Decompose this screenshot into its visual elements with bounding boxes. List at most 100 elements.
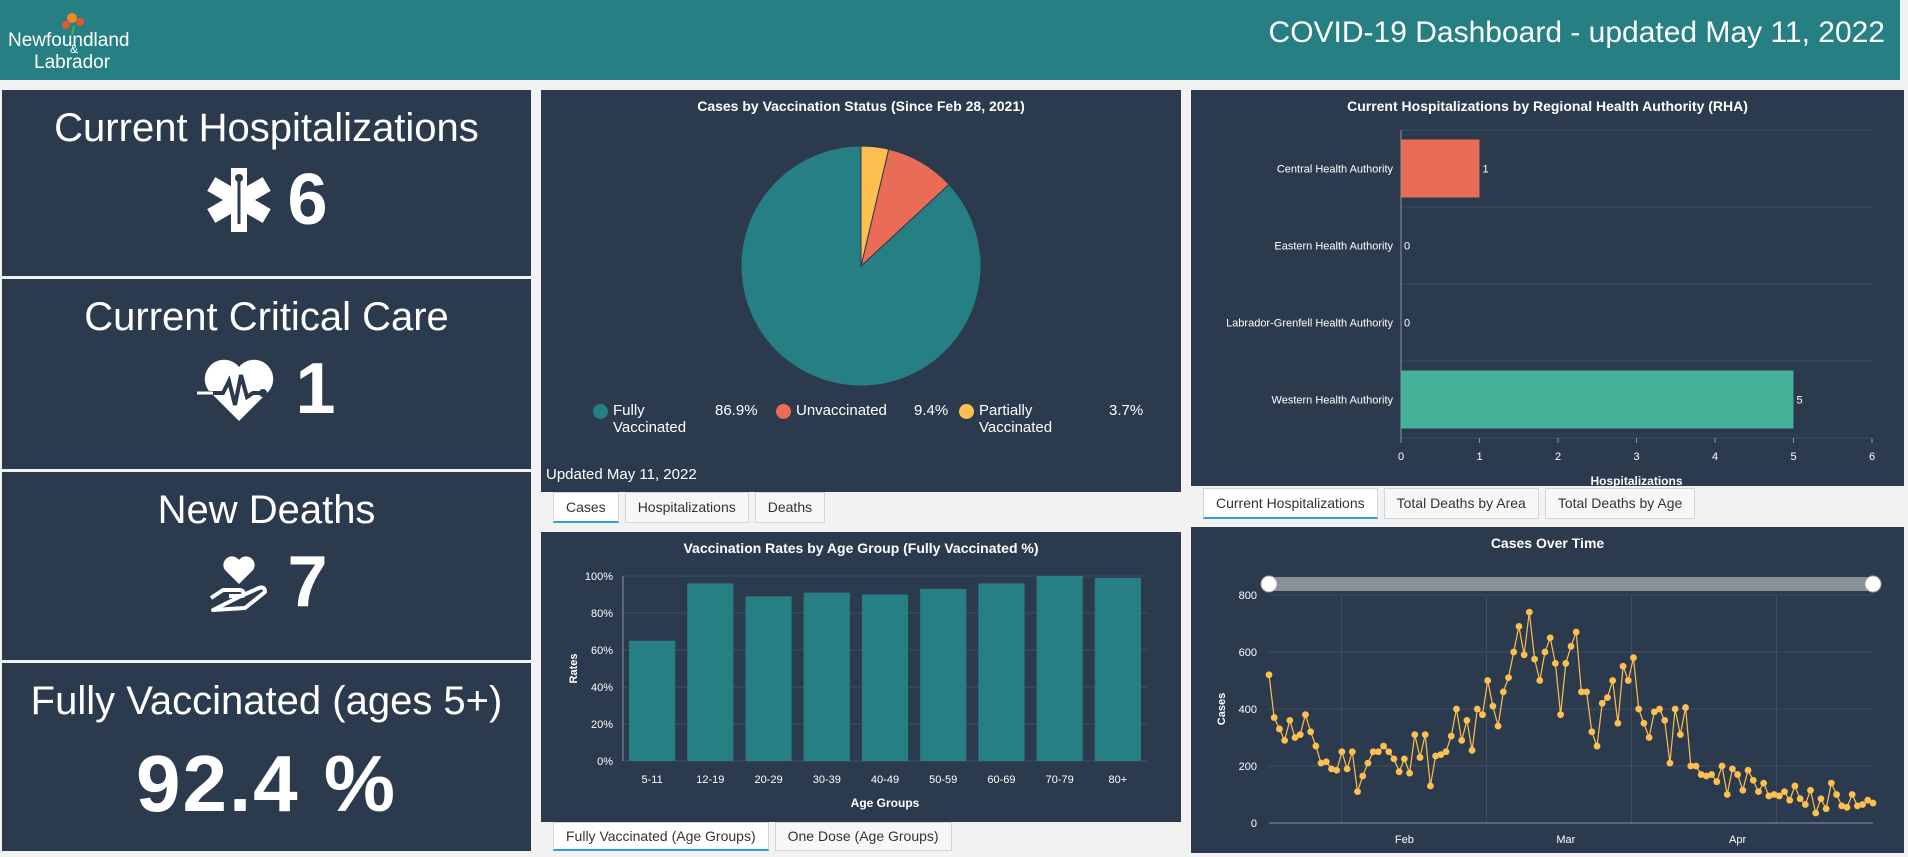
data-point xyxy=(1822,805,1830,813)
data-point xyxy=(1296,731,1304,739)
data-point xyxy=(1791,782,1799,790)
data-point xyxy=(1807,786,1814,794)
rha-bar-chart: 0 1 2 3 4 5 6 Central Health Authority 1 Eastern … xyxy=(1226,129,1875,486)
cases-line-chart: 0200400600800FebMarAprDateCases xyxy=(1216,575,1882,846)
data-point xyxy=(1645,734,1653,741)
tab-total-deaths-by-age[interactable]: Total Deaths by Age xyxy=(1544,488,1696,519)
data-point xyxy=(1354,788,1361,796)
data-point xyxy=(1687,762,1695,770)
data-point xyxy=(1499,688,1507,696)
data-point xyxy=(1484,677,1492,684)
data-point xyxy=(1536,677,1544,684)
tab-total-deaths-by-area[interactable]: Total Deaths by Area xyxy=(1383,488,1539,519)
data-point xyxy=(1630,654,1637,662)
cases-over-time-panel: Cases Over Time 0200400600800FebMarAprDa… xyxy=(1191,527,1904,853)
data-point xyxy=(1531,655,1538,663)
data-point xyxy=(1520,651,1528,659)
range-slider-track xyxy=(1269,577,1873,591)
legend-pct: 86.9% xyxy=(715,402,758,419)
data-point xyxy=(1421,731,1429,739)
data-point xyxy=(1734,771,1742,778)
range-slider-handle-right xyxy=(1864,575,1882,593)
data-point xyxy=(1692,762,1700,770)
logo-amp: & xyxy=(70,42,78,56)
tab-deaths[interactable]: Deaths xyxy=(754,492,826,523)
y-tick-label: 200 xyxy=(1239,761,1257,773)
range-slider-handle-left xyxy=(1260,575,1278,593)
x-tick-label: 5 xyxy=(1790,451,1796,463)
y-tick-label: 40% xyxy=(591,682,613,694)
legend-label: Unvaccinated xyxy=(796,402,887,419)
data-point xyxy=(1463,717,1471,724)
data-point xyxy=(1567,642,1575,650)
rha-chart-title: Current Hospitalizations by Regional Hea… xyxy=(1347,98,1748,114)
data-point xyxy=(1447,732,1455,740)
fully-vaccinated-label: Fully Vaccinated (ages 5+) xyxy=(30,679,503,723)
data-point xyxy=(1661,717,1669,724)
data-point xyxy=(1588,728,1596,736)
data-point xyxy=(1671,705,1679,713)
data-point xyxy=(1442,748,1450,756)
legend-item-unvaccinated[interactable]: Unvaccinated 9.4% xyxy=(776,402,959,436)
hand-heart-icon xyxy=(210,556,268,612)
data-point xyxy=(1510,648,1518,656)
time-chart-title: Cases Over Time xyxy=(1490,535,1605,551)
bar xyxy=(978,583,1025,761)
tab-current-hospitalizations[interactable]: Current Hospitalizations xyxy=(1203,488,1378,519)
fully-vaccinated-value: 92.4 % xyxy=(135,739,398,828)
data-point xyxy=(1505,674,1512,682)
data-point xyxy=(1833,791,1840,798)
data-point xyxy=(1525,608,1533,616)
legend-label: Fully Vaccinated xyxy=(613,402,687,436)
data-point xyxy=(1322,758,1330,766)
data-point xyxy=(1411,731,1419,739)
legend-item-fully-vaccinated[interactable]: Fully Vaccinated 86.9% xyxy=(593,402,776,436)
data-point xyxy=(1770,791,1778,798)
x-tick-label: Apr xyxy=(1729,834,1746,846)
x-tick-label: 40-49 xyxy=(871,774,899,786)
data-point xyxy=(1609,677,1617,684)
data-point xyxy=(1708,771,1715,778)
data-point xyxy=(1848,791,1856,798)
tab-cases[interactable]: Cases xyxy=(553,492,619,523)
bar xyxy=(861,594,909,761)
bar xyxy=(629,640,676,761)
x-tick-label: Feb xyxy=(1395,834,1414,846)
newfoundland-labrador-logo[interactable]: Newfoundland & Labrador xyxy=(6,6,136,72)
tab-one-dose-age-groups[interactable]: One Dose (Age Groups) xyxy=(774,822,952,851)
data-point xyxy=(1348,748,1356,756)
data-point xyxy=(1744,766,1752,774)
y-tick-label: 400 xyxy=(1239,704,1257,716)
tab-hospitalizations[interactable]: Hospitalizations xyxy=(624,492,749,523)
bar xyxy=(745,596,792,761)
age-chart-title: Vaccination Rates by Age Group (Fully Va… xyxy=(683,540,1039,556)
data-point xyxy=(1859,801,1866,808)
data-point xyxy=(1390,755,1398,763)
legend-label: Partially Vaccinated xyxy=(979,402,1053,436)
data-point xyxy=(1281,736,1289,744)
data-point xyxy=(1369,748,1377,756)
data-point xyxy=(1302,711,1309,719)
data-point xyxy=(1781,788,1788,796)
data-point xyxy=(1494,722,1502,730)
data-point xyxy=(1749,776,1757,784)
data-point xyxy=(1312,742,1320,750)
critical-care-label: Current Critical Care xyxy=(84,295,449,339)
data-point xyxy=(1437,751,1445,758)
medical-star-icon xyxy=(207,168,272,232)
x-tick-label: 6 xyxy=(1869,451,1875,463)
data-point xyxy=(1333,766,1341,774)
x-tick-label: 12-19 xyxy=(696,774,724,786)
legend-item-partially-vaccinated[interactable]: Partially Vaccinated 3.7% xyxy=(959,402,1143,436)
data-point xyxy=(1395,768,1403,776)
data-point xyxy=(1775,792,1783,800)
data-point xyxy=(1489,702,1497,710)
bar xyxy=(1401,139,1480,198)
pie-legend: Fully Vaccinated 86.9% Unvaccinated 9.4%… xyxy=(593,402,1143,436)
hospitalizations-value: 6 xyxy=(287,160,328,240)
data-point xyxy=(1458,736,1466,744)
logo-line2: Labrador xyxy=(34,52,111,72)
data-point xyxy=(1656,705,1663,713)
tab-fully-vaccinated-age-groups[interactable]: Fully Vaccinated (Age Groups) xyxy=(553,822,769,851)
x-tick-label: 80+ xyxy=(1109,774,1128,786)
